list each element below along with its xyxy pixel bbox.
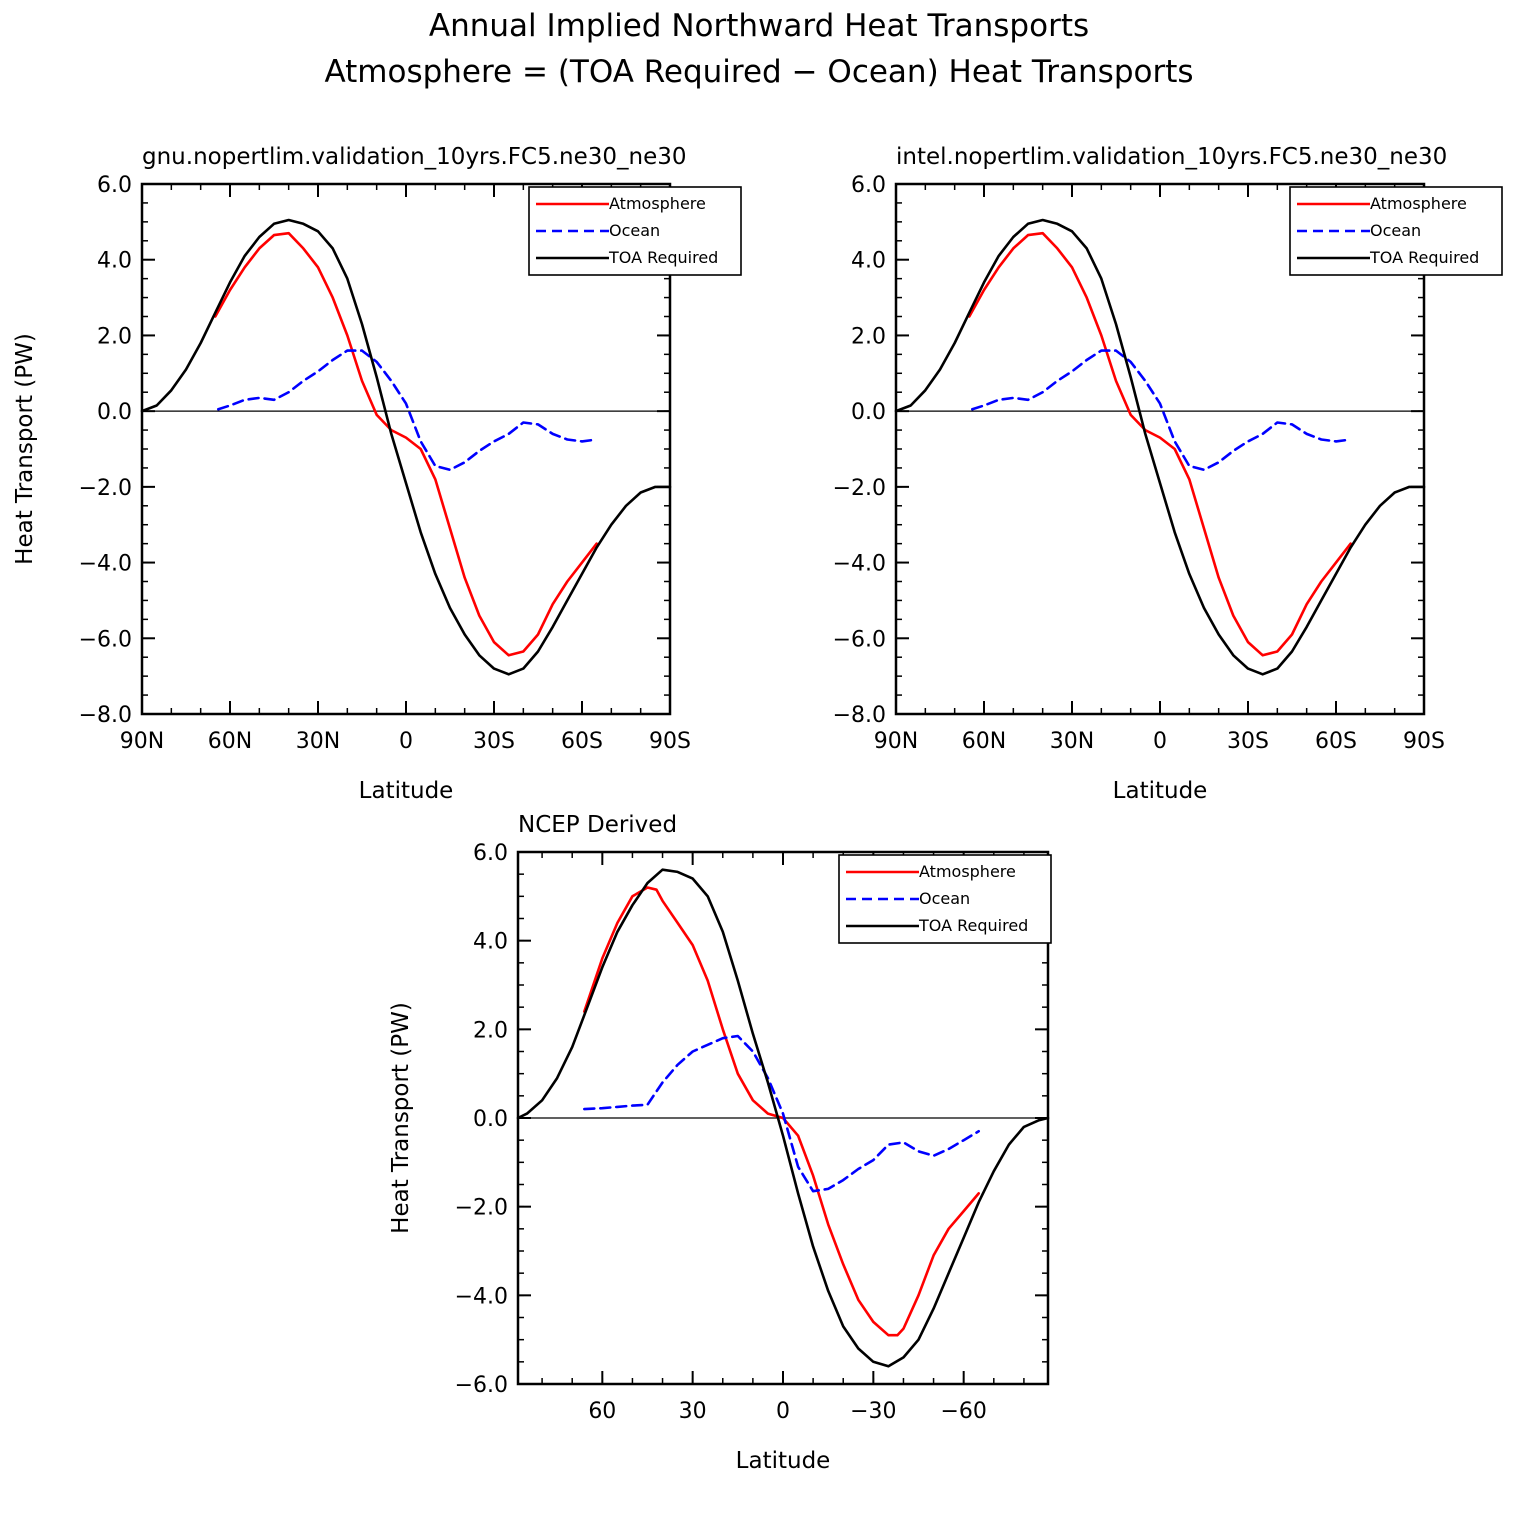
series-line-ocean [970, 349, 1352, 472]
y-tick-label: −2.0 [833, 476, 886, 501]
series-line-toa-required [894, 218, 1426, 676]
x-tick-label: 90S [649, 729, 691, 754]
x-tick-label: −30 [850, 1399, 896, 1424]
x-axis-label: Latitude [736, 1448, 831, 1474]
y-tick-label: 2.0 [473, 1018, 508, 1043]
figure-title-line-1: Annual Implied Northward Heat Transports [429, 8, 1089, 44]
plot-frame [516, 850, 1050, 1386]
x-tick-label: 90N [120, 729, 164, 754]
y-tick-label: −8.0 [79, 703, 132, 728]
legend-label-toa-required: TOA Required [608, 248, 718, 267]
y-tick-label: −4.0 [455, 1284, 508, 1309]
legend: Atmosphere Ocean TOA Required [528, 186, 742, 276]
y-tick-label: 4.0 [97, 249, 132, 274]
x-tick-label: −60 [940, 1399, 986, 1424]
y-axis-label: Heat Transport (PW) [12, 333, 38, 565]
x-tick-label: 30S [473, 729, 515, 754]
x-tick-label: 60S [1315, 729, 1357, 754]
legend-label-toa-required: TOA Required [1369, 248, 1479, 267]
legend-box [1289, 186, 1503, 276]
series-line-toa-required [140, 218, 672, 676]
y-tick-label: 6.0 [97, 173, 132, 198]
y-tick-label: 2.0 [851, 324, 886, 349]
x-tick-label: 60N [208, 729, 252, 754]
y-tick-label: 6.0 [473, 841, 508, 866]
y-axis-label: Heat Transport (PW) [388, 1002, 414, 1234]
figure-title-line-2: Atmosphere = (TOA Required − Ocean) Heat… [324, 54, 1193, 90]
series-line-atmosphere [214, 231, 599, 657]
y-tick-label: −4.0 [79, 552, 132, 577]
chart-panel-1: gnu.nopertlim.validation_10yrs.FC5.ne30_… [12, 144, 742, 804]
plot-frame [140, 182, 672, 716]
x-tick-label: 60N [962, 729, 1006, 754]
x-tick-label: 0 [776, 1399, 790, 1424]
y-tick-label: −4.0 [833, 552, 886, 577]
legend-label-ocean: Ocean [609, 221, 660, 240]
y-tick-label: −6.0 [455, 1373, 508, 1398]
series-line-atmosphere [582, 886, 981, 1337]
y-tick-label: 4.0 [473, 930, 508, 955]
legend-box [838, 854, 1052, 944]
legend: Atmosphere Ocean TOA Required [1289, 186, 1503, 276]
x-tick-label: 0 [1153, 729, 1167, 754]
chart-panel-3: NCEP Derived 6.0 4.0 2.0 0.0 −2.0 −4.0 −6.0 60 30… [388, 812, 1052, 1474]
series-line-toa-required [516, 868, 1050, 1368]
legend-label-toa-required: TOA Required [918, 916, 1028, 935]
legend-box [528, 186, 742, 276]
x-tick-label: 0 [399, 729, 413, 754]
series-line-atmosphere [967, 231, 1352, 657]
series-line-ocean [217, 349, 599, 472]
x-tick-label: 90N [874, 729, 918, 754]
plot-frame [894, 182, 1426, 716]
y-tick-label: −2.0 [79, 476, 132, 501]
panel-title: gnu.nopertlim.validation_10yrs.FC5.ne30_… [142, 144, 687, 170]
y-tick-label: 4.0 [851, 249, 886, 274]
x-tick-label: 90S [1403, 729, 1445, 754]
y-tick-label: −8.0 [833, 703, 886, 728]
y-tick-label: 0.0 [473, 1107, 508, 1132]
chart-panel-2: intel.nopertlim.validation_10yrs.FC5.ne3… [833, 144, 1503, 804]
legend-label-ocean: Ocean [1370, 221, 1421, 240]
y-tick-label: 2.0 [97, 324, 132, 349]
x-tick-label: 60S [561, 729, 603, 754]
x-tick-label: 60 [588, 1399, 616, 1424]
y-tick-label: 6.0 [851, 173, 886, 198]
x-tick-label: 30N [296, 729, 340, 754]
panel-title: intel.nopertlim.validation_10yrs.FC5.ne3… [896, 144, 1447, 170]
panel-title: NCEP Derived [518, 812, 677, 838]
y-tick-label: 0.0 [97, 400, 132, 425]
legend-label-atmosphere: Atmosphere [919, 862, 1016, 881]
panels: gnu.nopertlim.validation_10yrs.FC5.ne30_… [12, 144, 1503, 1474]
x-axis-label: Latitude [1113, 778, 1208, 804]
y-tick-label: 0.0 [851, 400, 886, 425]
legend-label-atmosphere: Atmosphere [609, 194, 706, 213]
x-tick-label: 30S [1227, 729, 1269, 754]
legend: Atmosphere Ocean TOA Required [838, 854, 1052, 944]
y-tick-label: −6.0 [833, 627, 886, 652]
legend-label-ocean: Ocean [919, 889, 970, 908]
x-axis-label: Latitude [359, 778, 454, 804]
legend-label-atmosphere: Atmosphere [1370, 194, 1467, 213]
series-line-ocean [582, 1034, 981, 1193]
x-tick-label: 30N [1050, 729, 1094, 754]
x-tick-label: 30 [679, 1399, 707, 1424]
y-tick-label: −2.0 [455, 1196, 508, 1221]
y-tick-label: −6.0 [79, 627, 132, 652]
